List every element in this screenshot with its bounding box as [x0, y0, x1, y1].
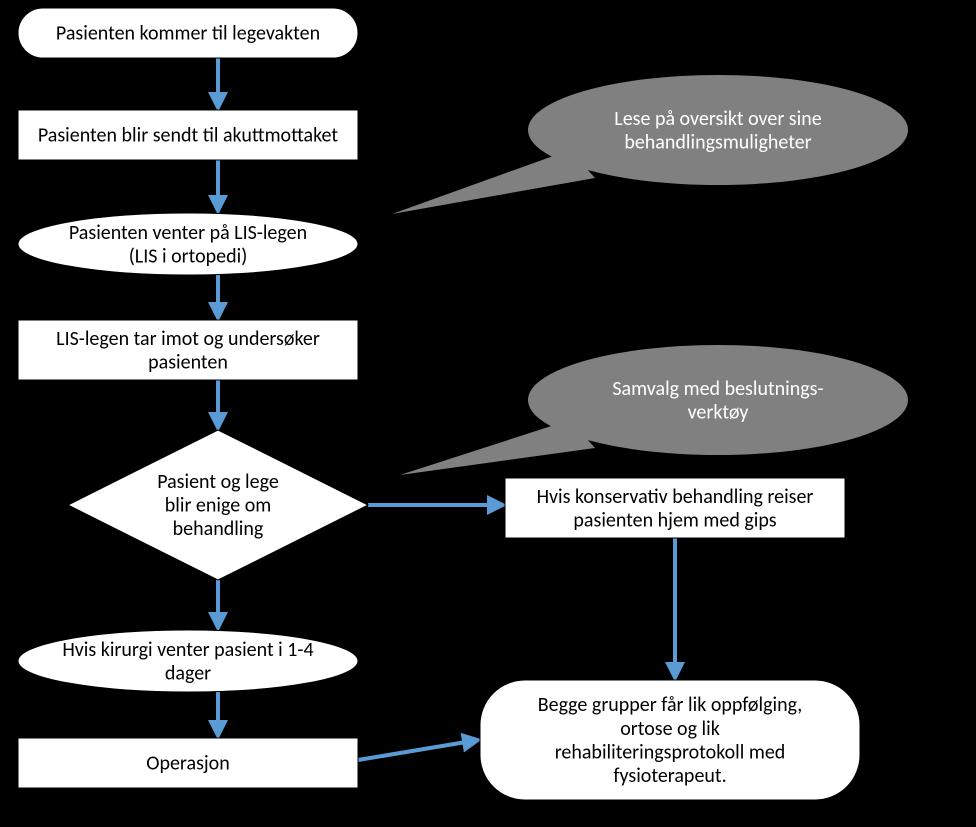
node-n6-line: Hvis kirurgi venter pasient i 1-4	[62, 638, 313, 662]
node-n4-line: pasienten	[148, 350, 228, 374]
node-n8-line: Hvis konservativ behandling reiser	[537, 485, 814, 509]
node-n9-line: fysioterapeut.	[613, 764, 726, 788]
callout-c2-line: Samvalg med beslutnings-	[612, 377, 823, 401]
node-n2-line: Pasienten blir sendt til akuttmottaket	[38, 124, 339, 148]
node-n9: Begge grupper får lik oppfølging,ortose …	[480, 680, 860, 800]
node-n5-line: behandling	[173, 517, 264, 541]
node-n1: Pasienten kommer til legevakten	[18, 8, 358, 58]
node-n3-line: Pasienten venter på LIS-legen	[69, 221, 307, 245]
node-n3-line: (LIS i ortopedi)	[129, 244, 248, 268]
callout-c1: Lese på oversikt over sinebehandlingsmul…	[392, 75, 908, 214]
node-n4: LIS-legen tar imot og undersøkerpasiente…	[18, 320, 358, 380]
arrow-8	[358, 740, 478, 760]
node-n7-line: Operasjon	[146, 752, 230, 776]
callout-c1-line: Lese på oversikt over sine	[614, 107, 821, 131]
node-n8-line: pasienten hjem med gips	[573, 508, 776, 532]
node-n2: Pasienten blir sendt til akuttmottaket	[18, 110, 358, 160]
node-n4-line: LIS-legen tar imot og undersøker	[56, 327, 320, 351]
node-n8: Hvis konservativ behandling reiserpasien…	[505, 478, 845, 538]
node-n3: Pasienten venter på LIS-legen(LIS i orto…	[18, 213, 358, 275]
node-n6-line: dager	[165, 661, 211, 685]
callout-c2-line: verktøy	[688, 400, 749, 424]
node-n5-line: Pasient og lege	[157, 470, 279, 494]
node-n1-line: Pasienten kommer til legevakten	[56, 22, 320, 46]
node-n9-line: rehabiliteringsprotokoll med	[555, 740, 786, 764]
node-n5: Pasient og legeblir enige ombehandling	[68, 430, 368, 580]
node-n7: Operasjon	[18, 738, 358, 788]
node-n9-line: ortose og lik	[620, 717, 720, 741]
node-n6: Hvis kirurgi venter pasient i 1-4dager	[18, 630, 358, 692]
callout-c2: Samvalg med beslutnings-verktøy	[400, 345, 908, 475]
node-n9-line: Begge grupper får lik oppfølging,	[538, 693, 802, 717]
node-n5-line: blir enige om	[165, 494, 271, 518]
callout-c1-line: behandlingsmuligheter	[624, 130, 811, 154]
